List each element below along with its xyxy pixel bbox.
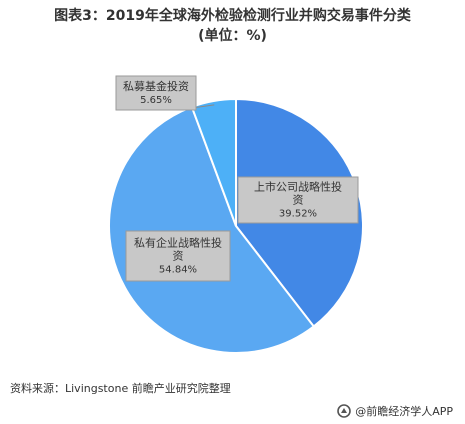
- label-background: [115, 75, 197, 111]
- label-private-equity: 私募基金投资 5.65%: [115, 75, 215, 111]
- slice-category-label: 私有企业战略性投: [134, 236, 222, 250]
- source-note: 资料来源：Livingstone 前瞻产业研究院整理: [10, 382, 231, 395]
- slice-value-label: 5.65%: [140, 95, 172, 106]
- brand-text: @前瞻经济学人APP: [355, 405, 453, 418]
- slice-value-label: 54.84%: [159, 265, 197, 276]
- pie-slices: [108, 97, 364, 354]
- slice-category-label: 私募基金投资: [123, 79, 189, 93]
- slice-category-label: 上市公司战略性投: [254, 180, 342, 194]
- chart-title-line-2: (单位：%): [198, 28, 267, 44]
- slice-value-label: 39.52%: [279, 209, 317, 220]
- brand-footer: @前瞻经济学人APP: [337, 403, 453, 419]
- brand-logo-icon: [337, 404, 352, 418]
- chart-title-line-1: 图表3：2019年全球海外检验检测行业并购交易事件分类: [54, 8, 411, 24]
- slice-category-label: 资: [173, 250, 184, 263]
- slice-category-label: 资: [293, 194, 304, 207]
- label-background: [237, 176, 359, 224]
- label-background: [125, 230, 231, 282]
- pie-slice-private-company: [108, 105, 316, 354]
- chart-title: 图表3：2019年全球海外检验检测行业并购交易事件分类 (单位：%): [0, 6, 465, 46]
